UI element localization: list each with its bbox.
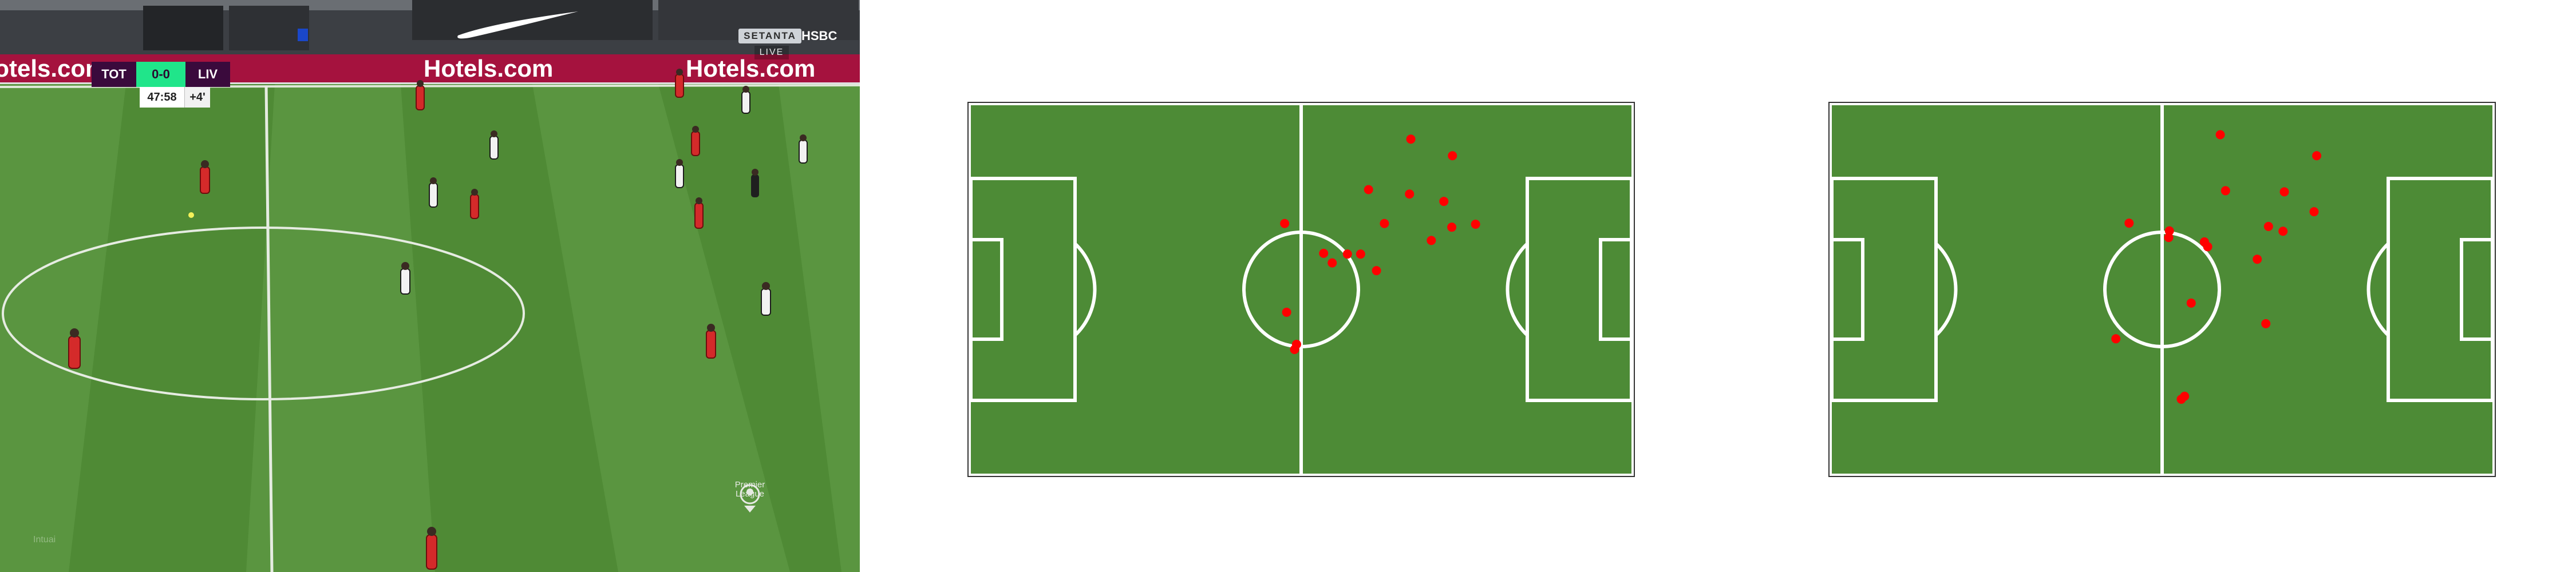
tactical-map-right [1828,102,2496,477]
player-marker [2164,226,2174,236]
player-marker [2279,187,2289,197]
player-marker [1356,249,1365,259]
penalty-arc-right [2366,242,2390,337]
tactical-map-left [967,102,1635,477]
pitch-diagram [1828,102,2496,477]
player-marker [1290,344,1299,354]
pitch-diagram [967,102,1635,477]
player-marker [2221,186,2230,196]
player-marker [2203,242,2212,252]
player-marker [1364,185,1373,194]
player-marker [1427,236,1436,245]
match-clock: 47:58 +4' [140,87,210,108]
live-badge: LIVE [754,46,789,59]
scorebug: TOT 0-0 LIV [92,62,230,87]
player-marker [1471,220,1480,229]
watermark: Intuai [33,535,56,545]
ad-board-left: Hotels.com [0,55,107,82]
ad-board-center: Hotels.com [424,55,554,82]
premier-league-logo: Premier League [733,480,767,549]
ad-board-right: Hotels.com [686,55,816,82]
broadcast-scene [0,0,860,572]
goal-area-left [969,238,1003,341]
player-marker [2186,298,2196,308]
goal-area-right [2460,238,2494,341]
player-marker [1342,249,1352,259]
pitch-lines [1830,105,2494,474]
match-score: 0-0 [136,62,185,87]
lion-icon [740,484,760,513]
player-marker [2180,391,2190,401]
player-marker [2309,207,2319,217]
player-marker [1448,151,1457,161]
player-marker [1380,219,1389,228]
player-marker [1319,248,1329,258]
player-marker [1280,219,1290,228]
player-marker [2278,227,2288,236]
center-circle [2103,231,2221,348]
player-marker [2261,319,2271,328]
player-marker [1405,189,1415,199]
player-marker [1372,266,1381,276]
player-marker [2124,219,2134,228]
player-marker [2164,233,2174,243]
penalty-arc-left [1934,242,1958,337]
bank-sponsor: HSBC [801,29,837,43]
player-marker [2253,255,2262,264]
player-marker [1282,307,1291,317]
clock-time: 47:58 [140,87,184,108]
player-marker [1439,197,1449,206]
penalty-arc-left [1073,242,1097,337]
player-marker [2215,130,2225,140]
pitch-lines [969,105,1633,474]
player-marker [1447,223,1457,232]
player-marker [1406,134,1416,144]
broadcaster-logo: SETANTA [738,29,801,43]
player-marker [1327,258,1337,268]
home-team: TOT [92,62,136,87]
added-time: +4' [184,87,210,108]
player-marker [2312,151,2322,161]
broadcast-frame: Hotels.com Hotels.com Hotels.com HSBC TO… [0,0,860,572]
center-circle [1242,231,1360,348]
player-marker [2263,221,2273,231]
goal-area-left [1830,238,1864,341]
player-marker [2111,334,2121,344]
goal-area-right [1599,238,1633,341]
penalty-arc-right [1506,242,1529,337]
away-team: LIV [185,62,230,87]
